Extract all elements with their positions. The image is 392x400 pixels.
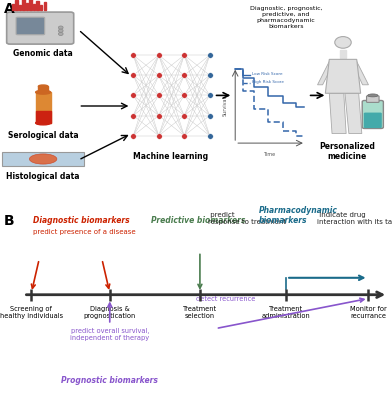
Text: Diagnostic biomarkers: Diagnostic biomarkers	[33, 216, 130, 225]
Bar	[33, 4, 35, 10]
Text: Time: Time	[263, 152, 276, 156]
Text: Low Risk Score: Low Risk Score	[252, 72, 282, 76]
Bar	[40, 5, 42, 10]
Bar	[19, 5, 21, 10]
Text: A: A	[4, 2, 15, 16]
Polygon shape	[352, 62, 368, 85]
Text: Prognostic biomarkers: Prognostic biomarkers	[61, 376, 158, 384]
FancyBboxPatch shape	[16, 17, 45, 35]
Text: detect recurrence: detect recurrence	[196, 296, 255, 302]
Text: Pharmacodynamic
biomarkers: Pharmacodynamic biomarkers	[259, 206, 338, 225]
FancyBboxPatch shape	[362, 100, 383, 128]
Text: predict overall survival,
independent of therapy: predict overall survival, independent of…	[70, 328, 149, 341]
Bar	[15, 0, 18, 10]
Text: Treatment
administration: Treatment administration	[262, 306, 310, 319]
Text: Diagnosis &
prognostication: Diagnosis & prognostication	[83, 306, 136, 319]
Text: indicate drug
interaction with its target: indicate drug interaction with its targe…	[317, 212, 392, 225]
Text: Serological data: Serological data	[8, 132, 78, 140]
Ellipse shape	[58, 26, 63, 29]
Ellipse shape	[58, 32, 63, 36]
Bar	[36, 111, 51, 123]
Text: B: B	[4, 214, 15, 228]
FancyBboxPatch shape	[367, 96, 379, 102]
Ellipse shape	[368, 94, 378, 97]
Polygon shape	[325, 59, 361, 93]
Bar	[22, 0, 25, 10]
Text: Survival: Survival	[222, 96, 227, 116]
Polygon shape	[318, 62, 334, 85]
Ellipse shape	[335, 36, 351, 48]
Ellipse shape	[29, 154, 57, 164]
Ellipse shape	[38, 85, 48, 88]
Text: Personalized
medicine: Personalized medicine	[319, 142, 375, 162]
Bar	[29, 0, 32, 10]
Text: High Risk Score: High Risk Score	[252, 80, 283, 84]
FancyBboxPatch shape	[364, 112, 382, 128]
Bar	[26, 3, 28, 10]
Text: predict
response to treatment: predict response to treatment	[208, 212, 286, 225]
Ellipse shape	[36, 121, 51, 125]
Bar	[340, 50, 346, 58]
Text: Monitor for
recurrance: Monitor for recurrance	[350, 306, 387, 319]
Bar	[44, 2, 46, 10]
Bar	[12, 4, 14, 10]
Polygon shape	[2, 152, 84, 166]
Ellipse shape	[58, 29, 63, 32]
Ellipse shape	[36, 90, 51, 94]
Bar	[36, 1, 39, 10]
Polygon shape	[329, 93, 346, 134]
Text: Histological data: Histological data	[6, 172, 80, 181]
Text: Genomic data: Genomic data	[13, 49, 73, 58]
Bar	[36, 92, 51, 123]
Polygon shape	[345, 93, 362, 134]
Text: Diagnostic, prognostic,
predictive, and
pharmacodynamic
biomarkers: Diagnostic, prognostic, predictive, and …	[250, 6, 323, 29]
Text: Predictive biomarkers: Predictive biomarkers	[151, 216, 245, 225]
Text: predict presence of a disease: predict presence of a disease	[33, 229, 136, 235]
Bar	[38, 86, 48, 92]
Text: Machine learning: Machine learning	[133, 152, 208, 160]
Text: Treatment
selection: Treatment selection	[183, 306, 217, 319]
Text: Screening of
healthy individuals: Screening of healthy individuals	[0, 306, 63, 319]
FancyBboxPatch shape	[7, 12, 74, 44]
